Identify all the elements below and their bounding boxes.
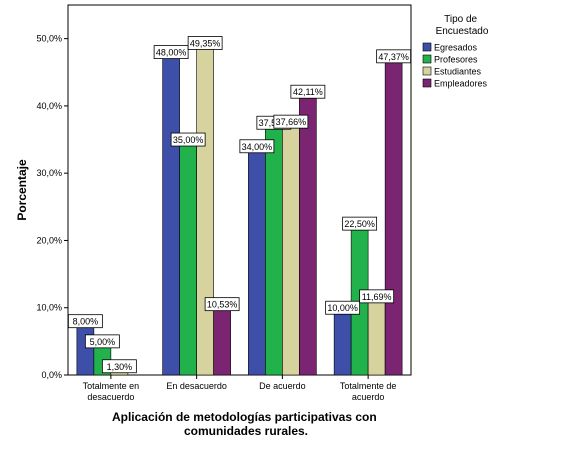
y-tick-label: 10,0%: [36, 303, 62, 313]
legend-label: Empleadores: [434, 79, 488, 89]
bar: [367, 296, 386, 376]
data-label-box: [342, 216, 378, 231]
data-label: 1,30%: [107, 362, 133, 372]
legend-items: Egresados Profesores Estudiantes Empleadore…: [422, 42, 488, 89]
bar: [196, 42, 214, 376]
legend-swatch: [422, 66, 432, 76]
data-labels-layer: 8,00%48,00%34,00%10,00%5,00%35,00%37,50%…: [67, 36, 412, 374]
x-tick-label-line: desacuerdo: [87, 392, 134, 402]
legend-swatch: [422, 54, 432, 64]
x-axis-title-line-2: comunidades rurales.: [184, 424, 308, 438]
data-label-box: [359, 289, 395, 304]
bar: [248, 145, 266, 376]
data-label-box: [273, 114, 309, 129]
data-label-box: [101, 359, 137, 374]
data-label: 10,53%: [207, 300, 238, 310]
y-tick-label: 20,0%: [36, 235, 62, 245]
bar: [162, 51, 180, 376]
data-label: 42,11%: [293, 87, 323, 97]
data-label-box: [187, 36, 223, 50]
data-label: 10,00%: [327, 303, 358, 313]
data-label: 34,00%: [242, 142, 273, 152]
y-tick-label: 40,0%: [36, 101, 62, 111]
y-axis: 0,0% 10,0% 20,0% 30,0% 40,0% 50,0%: [36, 34, 68, 380]
legend-swatch: [422, 42, 432, 52]
x-axis-title-line-1: Aplicación de metodologías participativa…: [112, 410, 377, 424]
data-label: 35,00%: [173, 135, 204, 145]
data-label-box: [204, 297, 240, 312]
bar: [213, 303, 231, 376]
y-tick-label: 50,0%: [36, 34, 62, 44]
bar: [179, 139, 197, 376]
legend-title: Tipo de Encuestado: [436, 14, 489, 37]
data-label: 8,00%: [73, 317, 99, 327]
x-tick-label-line: Totalmente en: [83, 381, 140, 391]
x-tick-label-line: Totalmente de: [340, 381, 397, 391]
data-label: 48,00%: [156, 48, 187, 58]
x-tick-label: En desacuerdo: [166, 381, 227, 391]
legend-label: Profesores: [434, 55, 478, 65]
bar: [333, 307, 352, 376]
data-label-box: [325, 300, 361, 315]
legend-title-line-2: Encuestado: [436, 26, 489, 37]
bar: [299, 91, 317, 376]
x-tick-label: Totalmente en desacuerdo: [83, 381, 140, 402]
data-label: 47,37%: [378, 52, 409, 62]
bar: [265, 122, 283, 376]
bar: [282, 121, 300, 376]
data-label-box: [376, 49, 412, 64]
x-tick-label-line: En desacuerdo: [166, 381, 227, 391]
y-tick-label: 0,0%: [41, 370, 62, 380]
data-label-box: [84, 334, 120, 349]
data-label: 5,00%: [90, 337, 116, 347]
data-label: 22,50%: [344, 219, 375, 229]
x-axis: Totalmente en desacuerdo En desacuerdo De a…: [83, 375, 397, 402]
x-tick-label-line: acuerdo: [352, 392, 385, 402]
legend-label: Egresados: [434, 43, 478, 53]
x-tick-label-line: De acuerdo: [259, 381, 306, 391]
data-label-box: [239, 139, 275, 154]
x-axis-title: Aplicación de metodologías participativa…: [112, 410, 380, 438]
data-label-box: [170, 132, 206, 147]
legend: Tipo de Encuestado Egresados Profesores Es…: [422, 14, 489, 89]
x-tick-label: De acuerdo: [259, 381, 306, 391]
x-tick-label: Totalmente de acuerdo: [340, 381, 397, 402]
data-label-box: [290, 84, 326, 99]
data-label-box: [153, 45, 189, 59]
legend-label: Estudiantes: [434, 67, 482, 77]
legend-swatch: [422, 78, 432, 88]
y-axis-title: Porcentaje: [15, 159, 29, 221]
bar: [384, 56, 403, 376]
data-label: 49,35%: [190, 39, 221, 49]
data-label-box: [67, 314, 103, 329]
data-label: 11,69%: [362, 292, 392, 302]
data-label: 37,66%: [276, 117, 307, 127]
y-tick-label: 30,0%: [36, 168, 62, 178]
legend-title-line-1: Tipo de: [444, 14, 477, 25]
